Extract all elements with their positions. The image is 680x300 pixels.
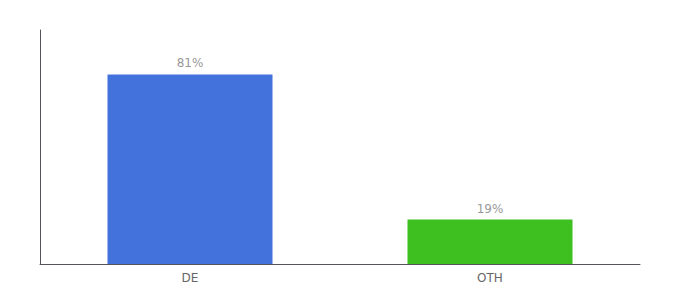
svg-text:19%: 19% xyxy=(477,202,504,216)
svg-text:OTH: OTH xyxy=(477,271,503,285)
svg-text:81%: 81% xyxy=(177,56,204,70)
svg-text:DE: DE xyxy=(182,271,199,285)
